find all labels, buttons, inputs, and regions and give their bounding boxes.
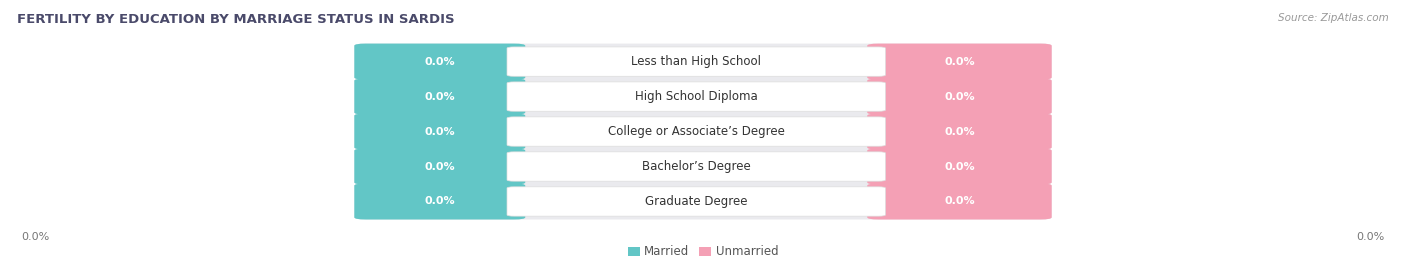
FancyBboxPatch shape <box>868 79 1052 115</box>
Text: 0.0%: 0.0% <box>425 91 456 102</box>
FancyBboxPatch shape <box>508 117 886 146</box>
FancyBboxPatch shape <box>354 183 526 220</box>
FancyBboxPatch shape <box>354 114 1052 150</box>
Legend: Married, Unmarried: Married, Unmarried <box>623 241 783 263</box>
Text: 0.0%: 0.0% <box>425 161 456 172</box>
Text: 0.0%: 0.0% <box>945 126 974 137</box>
Text: Bachelor’s Degree: Bachelor’s Degree <box>643 160 751 173</box>
Text: 0.0%: 0.0% <box>425 56 456 67</box>
FancyBboxPatch shape <box>868 44 1052 80</box>
FancyBboxPatch shape <box>508 82 886 111</box>
FancyBboxPatch shape <box>508 47 886 76</box>
FancyBboxPatch shape <box>508 187 886 216</box>
Text: Source: ZipAtlas.com: Source: ZipAtlas.com <box>1278 13 1389 23</box>
FancyBboxPatch shape <box>868 148 1052 185</box>
Text: FERTILITY BY EDUCATION BY MARRIAGE STATUS IN SARDIS: FERTILITY BY EDUCATION BY MARRIAGE STATU… <box>17 13 454 26</box>
Text: High School Diploma: High School Diploma <box>636 90 758 103</box>
Text: 0.0%: 0.0% <box>945 56 974 67</box>
FancyBboxPatch shape <box>868 114 1052 150</box>
FancyBboxPatch shape <box>354 44 1052 80</box>
FancyBboxPatch shape <box>868 183 1052 220</box>
FancyBboxPatch shape <box>354 44 526 80</box>
FancyBboxPatch shape <box>354 79 526 115</box>
Text: Graduate Degree: Graduate Degree <box>645 195 748 208</box>
FancyBboxPatch shape <box>354 114 526 150</box>
Text: 0.0%: 0.0% <box>945 196 974 207</box>
Text: 0.0%: 0.0% <box>425 126 456 137</box>
Text: 0.0%: 0.0% <box>1357 232 1385 242</box>
FancyBboxPatch shape <box>508 152 886 181</box>
Text: 0.0%: 0.0% <box>945 91 974 102</box>
Text: 0.0%: 0.0% <box>945 161 974 172</box>
FancyBboxPatch shape <box>354 79 1052 115</box>
Text: College or Associate’s Degree: College or Associate’s Degree <box>607 125 785 138</box>
Text: 0.0%: 0.0% <box>21 232 49 242</box>
Text: Less than High School: Less than High School <box>631 55 761 68</box>
Text: 0.0%: 0.0% <box>425 196 456 207</box>
FancyBboxPatch shape <box>354 183 1052 220</box>
FancyBboxPatch shape <box>354 148 1052 185</box>
FancyBboxPatch shape <box>354 148 526 185</box>
